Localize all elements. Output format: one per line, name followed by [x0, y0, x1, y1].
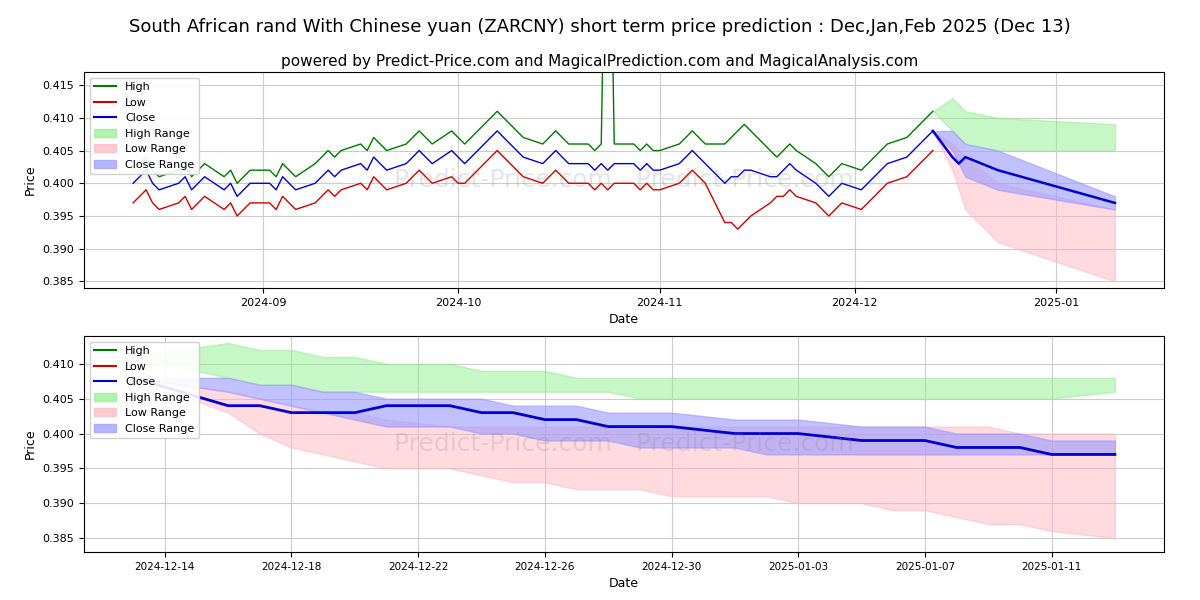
Y-axis label: Price: Price [24, 428, 37, 460]
Text: South African rand With Chinese yuan (ZARCNY) short term price prediction : Dec,: South African rand With Chinese yuan (ZA… [130, 18, 1070, 36]
Y-axis label: Price: Price [24, 164, 37, 196]
Text: powered by Predict-Price.com and MagicalPrediction.com and MagicalAnalysis.com: powered by Predict-Price.com and Magical… [281, 54, 919, 69]
X-axis label: Date: Date [610, 577, 640, 590]
Legend: High, Low, Close, High Range, Low Range, Close Range: High, Low, Close, High Range, Low Range,… [90, 341, 199, 438]
X-axis label: Date: Date [610, 313, 640, 326]
Text: Predict-Price.com   Predict-Price.com: Predict-Price.com Predict-Price.com [394, 168, 854, 192]
Text: Predict-Price.com   Predict-Price.com: Predict-Price.com Predict-Price.com [394, 432, 854, 456]
Legend: High, Low, Close, High Range, Low Range, Close Range: High, Low, Close, High Range, Low Range,… [90, 77, 199, 174]
